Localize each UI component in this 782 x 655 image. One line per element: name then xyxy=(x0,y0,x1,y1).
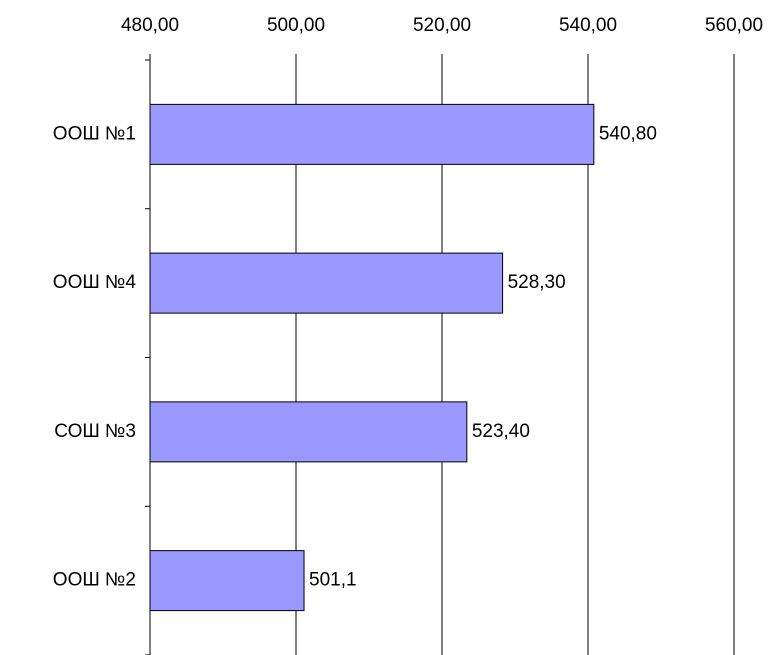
bar xyxy=(149,550,305,612)
bar xyxy=(149,103,595,165)
data-label: 528,30 xyxy=(508,272,566,293)
bar xyxy=(149,401,468,463)
x-tick-label: 540,00 xyxy=(559,15,617,36)
data-label: 501,1 xyxy=(309,570,357,591)
data-label: 523,40 xyxy=(472,421,530,442)
x-tick-label: 480,00 xyxy=(121,15,179,36)
x-tick-label: 560,00 xyxy=(705,15,763,36)
y-tick-label: СОШ №3 xyxy=(54,421,136,442)
y-tick-label: ООШ №2 xyxy=(53,570,136,591)
x-tick-label: 520,00 xyxy=(413,15,471,36)
x-tick-label: 500,00 xyxy=(267,15,325,36)
bar xyxy=(149,252,504,314)
y-tick-label: ООШ №1 xyxy=(53,123,136,144)
y-tick-label: ООШ №4 xyxy=(53,272,137,293)
data-label: 540,80 xyxy=(599,123,657,144)
